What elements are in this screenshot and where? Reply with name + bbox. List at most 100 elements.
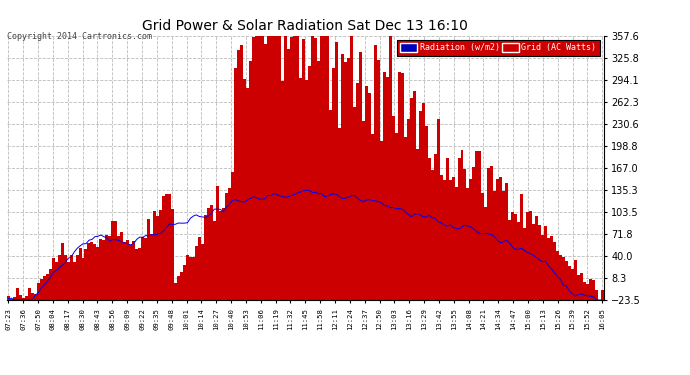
Bar	[595, 290, 598, 300]
Bar	[99, 239, 102, 300]
Bar	[171, 209, 174, 300]
Bar	[7, 296, 10, 300]
Bar	[559, 255, 562, 300]
Bar	[115, 221, 117, 300]
Bar	[288, 49, 290, 300]
Bar	[344, 62, 347, 300]
Bar	[252, 37, 255, 300]
Bar	[93, 244, 97, 300]
Bar	[431, 170, 433, 300]
Bar	[255, 36, 257, 300]
Bar	[592, 280, 595, 300]
Bar	[257, 36, 261, 300]
Bar	[25, 296, 28, 300]
Bar	[368, 93, 371, 300]
Bar	[475, 151, 478, 300]
Bar	[389, 36, 392, 300]
Bar	[371, 134, 374, 300]
Bar	[138, 249, 141, 300]
Bar	[302, 39, 306, 300]
Bar	[243, 78, 246, 300]
Bar	[261, 36, 264, 300]
Bar	[535, 216, 538, 300]
Bar	[473, 167, 475, 300]
Bar	[353, 107, 356, 300]
Bar	[144, 238, 147, 300]
Bar	[79, 248, 81, 300]
Bar	[350, 36, 353, 300]
Bar	[219, 211, 221, 300]
Bar	[97, 247, 99, 300]
Bar	[446, 158, 448, 300]
Bar	[43, 276, 46, 300]
Bar	[141, 237, 144, 300]
Bar	[129, 245, 132, 300]
Bar	[111, 221, 115, 300]
Bar	[323, 36, 326, 300]
Bar	[225, 193, 228, 300]
Bar	[84, 249, 88, 300]
Bar	[433, 154, 437, 300]
Bar	[58, 255, 61, 300]
Text: Copyright 2014 Cartronics.com: Copyright 2014 Cartronics.com	[7, 32, 152, 41]
Bar	[306, 80, 308, 300]
Bar	[422, 103, 425, 300]
Bar	[380, 141, 383, 300]
Bar	[523, 228, 526, 300]
Bar	[61, 243, 63, 300]
Bar	[248, 62, 252, 300]
Bar	[198, 237, 201, 300]
Bar	[464, 169, 466, 300]
Bar	[70, 255, 72, 300]
Bar	[88, 243, 90, 300]
Bar	[601, 290, 604, 300]
Bar	[577, 275, 580, 300]
Bar	[266, 36, 270, 300]
Bar	[108, 236, 111, 300]
Bar	[589, 279, 592, 300]
Bar	[135, 249, 138, 300]
Bar	[106, 235, 108, 300]
Bar	[19, 295, 22, 300]
Bar	[359, 52, 362, 300]
Bar	[189, 257, 192, 300]
Bar	[455, 187, 457, 300]
Bar	[419, 111, 422, 300]
Bar	[496, 179, 500, 300]
Bar	[329, 110, 332, 300]
Bar	[147, 219, 150, 300]
Bar	[204, 215, 207, 300]
Bar	[482, 193, 484, 300]
Bar	[40, 279, 43, 300]
Bar	[81, 258, 84, 300]
Bar	[374, 45, 377, 300]
Bar	[356, 83, 359, 300]
Bar	[72, 262, 75, 300]
Bar	[347, 58, 350, 300]
Bar	[544, 226, 547, 300]
Bar	[401, 72, 404, 300]
Bar	[538, 225, 541, 300]
Bar	[314, 38, 317, 300]
Legend: Radiation (w/m2), Grid (AC Watts): Radiation (w/m2), Grid (AC Watts)	[397, 40, 600, 56]
Bar	[407, 118, 410, 300]
Bar	[234, 68, 237, 300]
Bar	[207, 208, 210, 300]
Bar	[509, 220, 511, 300]
Bar	[117, 236, 120, 300]
Bar	[320, 36, 323, 300]
Bar	[383, 72, 386, 300]
Bar	[153, 211, 156, 300]
Bar	[568, 266, 571, 300]
Bar	[159, 210, 162, 300]
Bar	[239, 45, 243, 300]
Bar	[230, 172, 234, 300]
Bar	[338, 128, 341, 300]
Bar	[221, 208, 225, 300]
Bar	[13, 297, 16, 300]
Bar	[413, 90, 416, 300]
Bar	[52, 258, 55, 300]
Bar	[31, 293, 34, 300]
Bar	[428, 158, 431, 300]
Bar	[550, 236, 553, 300]
